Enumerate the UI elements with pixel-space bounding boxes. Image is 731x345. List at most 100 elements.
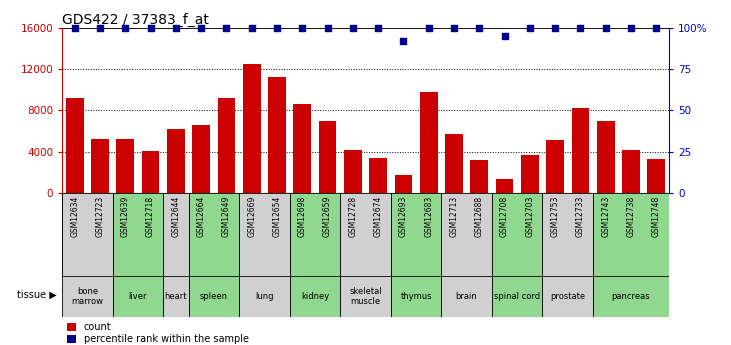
Bar bbox=[189, 193, 239, 276]
Text: skeletal
muscle: skeletal muscle bbox=[349, 287, 382, 306]
Bar bbox=[622, 150, 640, 193]
Bar bbox=[340, 276, 391, 317]
Point bbox=[398, 38, 409, 43]
Point bbox=[651, 25, 662, 30]
Bar bbox=[471, 160, 488, 193]
Bar bbox=[442, 193, 492, 276]
Bar bbox=[596, 121, 615, 193]
Bar bbox=[268, 77, 286, 193]
Bar bbox=[116, 139, 135, 193]
Bar bbox=[319, 121, 336, 193]
Bar bbox=[163, 276, 189, 317]
Point bbox=[271, 25, 283, 30]
Bar bbox=[593, 276, 669, 317]
Bar bbox=[369, 158, 387, 193]
Text: GSM12708: GSM12708 bbox=[500, 196, 509, 237]
Text: GSM12693: GSM12693 bbox=[399, 196, 408, 237]
Text: GSM12669: GSM12669 bbox=[247, 196, 257, 237]
Text: GSM12659: GSM12659 bbox=[323, 196, 332, 237]
Text: thymus: thymus bbox=[401, 292, 432, 301]
Bar bbox=[289, 193, 340, 276]
Text: GSM12733: GSM12733 bbox=[576, 196, 585, 237]
Bar bbox=[163, 193, 189, 276]
Text: GSM12738: GSM12738 bbox=[626, 196, 635, 237]
Bar bbox=[66, 98, 83, 193]
Bar bbox=[340, 193, 391, 276]
Point bbox=[170, 25, 182, 30]
Point bbox=[297, 25, 308, 30]
Bar bbox=[218, 98, 235, 193]
Bar bbox=[395, 175, 412, 193]
Point bbox=[221, 25, 232, 30]
Text: GSM12723: GSM12723 bbox=[96, 196, 105, 237]
Text: pancreas: pancreas bbox=[612, 292, 651, 301]
Bar bbox=[542, 276, 593, 317]
Point bbox=[94, 25, 106, 30]
Point bbox=[474, 25, 485, 30]
Text: GSM12639: GSM12639 bbox=[121, 196, 130, 237]
Point bbox=[549, 25, 561, 30]
Text: GSM12649: GSM12649 bbox=[222, 196, 231, 237]
Text: GSM12703: GSM12703 bbox=[526, 196, 534, 237]
Text: prostate: prostate bbox=[550, 292, 586, 301]
Bar bbox=[62, 276, 113, 317]
Point bbox=[322, 25, 333, 30]
Bar bbox=[593, 193, 669, 276]
Bar bbox=[496, 179, 513, 193]
Point bbox=[524, 25, 536, 30]
Text: GSM12718: GSM12718 bbox=[146, 196, 155, 237]
Point bbox=[575, 25, 586, 30]
Text: GSM12698: GSM12698 bbox=[298, 196, 307, 237]
Point bbox=[119, 25, 131, 30]
Bar bbox=[239, 276, 289, 317]
Bar bbox=[442, 276, 492, 317]
Text: GSM12688: GSM12688 bbox=[474, 196, 484, 237]
Bar bbox=[91, 139, 109, 193]
Point bbox=[625, 25, 637, 30]
Text: GSM12634: GSM12634 bbox=[70, 196, 79, 237]
Text: GSM12713: GSM12713 bbox=[450, 196, 458, 237]
Text: tissue ▶: tissue ▶ bbox=[18, 290, 57, 299]
Bar bbox=[192, 125, 210, 193]
Point bbox=[246, 25, 257, 30]
Bar bbox=[289, 276, 340, 317]
Text: GSM12753: GSM12753 bbox=[550, 196, 560, 237]
Point bbox=[423, 25, 434, 30]
Bar bbox=[62, 193, 113, 276]
Bar bbox=[391, 193, 442, 276]
Text: GSM12674: GSM12674 bbox=[374, 196, 382, 237]
Text: brain: brain bbox=[455, 292, 477, 301]
Point bbox=[145, 25, 156, 30]
Bar bbox=[492, 193, 542, 276]
Bar bbox=[113, 276, 163, 317]
Text: bone
marrow: bone marrow bbox=[72, 287, 103, 306]
Bar bbox=[243, 64, 260, 193]
Bar bbox=[542, 193, 593, 276]
Bar bbox=[167, 129, 185, 193]
Point bbox=[347, 25, 359, 30]
Bar bbox=[420, 92, 438, 193]
Bar bbox=[572, 108, 589, 193]
Point bbox=[372, 25, 384, 30]
Text: liver: liver bbox=[129, 292, 147, 301]
Text: GSM12644: GSM12644 bbox=[171, 196, 181, 237]
Bar bbox=[492, 276, 542, 317]
Text: GSM12728: GSM12728 bbox=[349, 196, 357, 237]
Point bbox=[195, 25, 207, 30]
Text: spinal cord: spinal cord bbox=[494, 292, 540, 301]
Bar bbox=[113, 193, 163, 276]
Point bbox=[499, 33, 510, 39]
Text: GSM12743: GSM12743 bbox=[601, 196, 610, 237]
Text: GSM12683: GSM12683 bbox=[424, 196, 433, 237]
Bar bbox=[648, 159, 665, 193]
Text: GSM12654: GSM12654 bbox=[273, 196, 281, 237]
Bar bbox=[293, 104, 311, 193]
Bar bbox=[391, 276, 442, 317]
Bar bbox=[239, 193, 289, 276]
Bar bbox=[344, 150, 362, 193]
Text: kidney: kidney bbox=[301, 292, 329, 301]
Point bbox=[69, 25, 80, 30]
Bar bbox=[189, 276, 239, 317]
Point bbox=[448, 25, 460, 30]
Point bbox=[600, 25, 612, 30]
